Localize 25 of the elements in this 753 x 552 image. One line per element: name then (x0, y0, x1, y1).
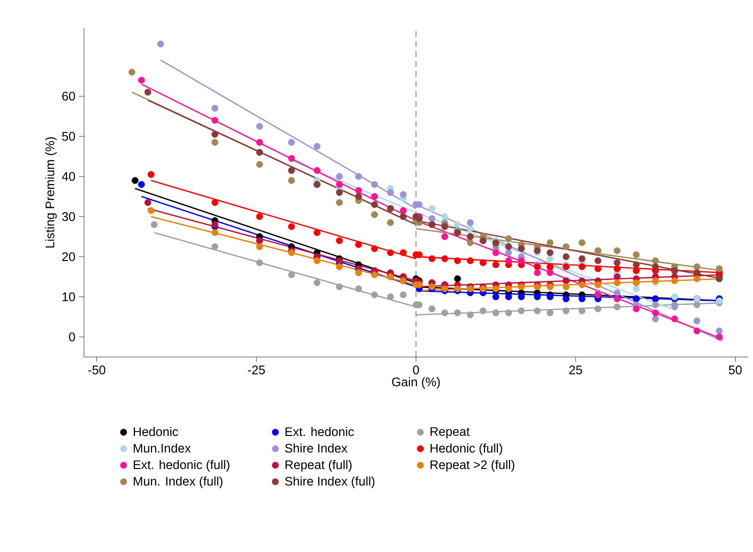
legend-label: Shire Index (full) (285, 476, 374, 488)
legend-label: Mun. Index (full) (134, 476, 222, 488)
x-axis-title: Gain (%) (392, 377, 440, 389)
y-tick-label: 0 (69, 332, 75, 342)
x-tick-label: -25 (248, 366, 265, 374)
y-axis-title: Listing Premium (%) (45, 137, 57, 248)
legend-label: Hedonic (134, 426, 178, 436)
legend-label: Repeat (430, 427, 470, 438)
y-tick-label: 30 (62, 212, 75, 221)
legend-label: Ext. hedonic (full) (134, 460, 230, 472)
legend-label: Repeat >2 (full) (430, 460, 514, 472)
y-tick-label: 40 (62, 172, 75, 181)
y-tick-label: 10 (62, 292, 75, 302)
x-tick-label: 0 (413, 366, 419, 374)
y-tick-label: 60 (62, 92, 75, 101)
x-tick-label: -50 (88, 366, 106, 374)
legend-label: Repeat (full) (286, 460, 352, 472)
legend-label: Hedonic (full) (430, 443, 502, 456)
y-tick-label: 20 (62, 252, 75, 262)
x-tick-label: 50 (728, 366, 742, 374)
legend-label: Mun.Index (134, 443, 191, 453)
legend-label: Ext. hedonic (286, 426, 354, 436)
y-tick-label: 50 (62, 132, 75, 141)
x-tick-label: 25 (569, 366, 582, 374)
legend-label: Shire Index (285, 443, 348, 453)
